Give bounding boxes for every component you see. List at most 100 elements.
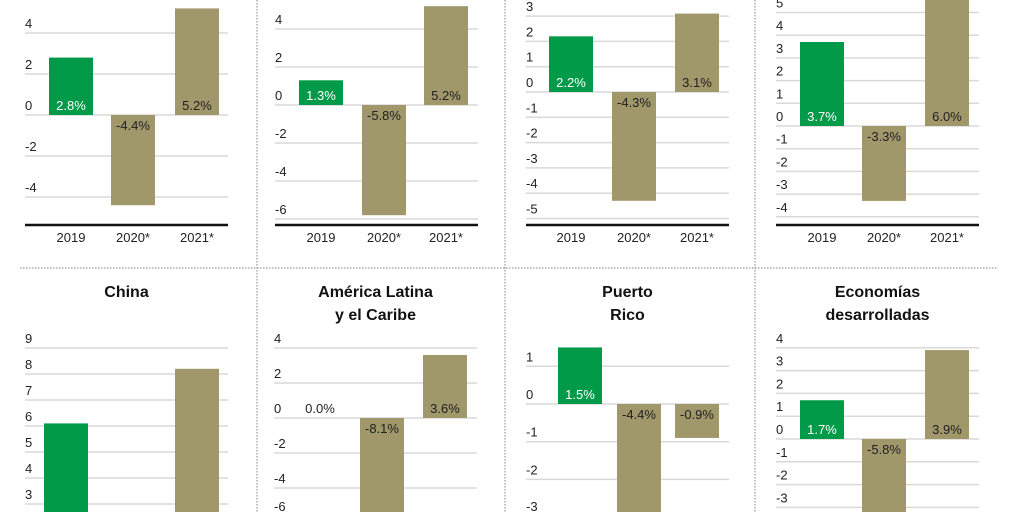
y-tick-label: -2 [776,468,788,483]
y-tick-label: -4 [274,471,286,486]
y-tick-label: -1 [526,425,538,440]
data-label: 3.6% [430,401,460,416]
y-tick-label: 1 [776,86,783,101]
x-tick-label: 2020* [867,230,901,245]
y-tick-label: -6 [275,202,287,217]
bar [675,404,719,438]
data-label: 2.2% [556,75,586,90]
data-label: -3.3% [867,129,901,144]
x-tick-label: 2019 [808,230,837,245]
y-tick-label: -1 [526,100,538,115]
bar [423,355,467,418]
data-label: -5.8% [867,442,901,457]
data-label: -0.9% [680,407,714,422]
bar [175,368,219,512]
y-tick-label: 1 [526,50,533,65]
data-label: -4.4% [622,407,656,422]
x-tick-label: 2020* [617,230,651,245]
y-tick-label: 4 [274,331,281,346]
data-label: -5.8% [367,108,401,123]
y-tick-label: 2 [275,50,282,65]
bar [549,36,593,92]
bar [800,400,844,439]
data-label: 5.2% [182,98,212,113]
y-tick-label: -5 [526,202,538,217]
y-tick-label: -3 [526,499,538,512]
data-label: 0.0% [305,401,335,416]
data-label: 3.9% [932,422,962,437]
bar [360,418,404,512]
y-tick-label: 4 [776,331,783,346]
bar [175,8,219,115]
bar [925,0,969,126]
bar [558,347,602,404]
x-tick-label: 2019 [307,230,336,245]
bar [44,423,88,512]
x-tick-label: 2021* [429,230,463,245]
bar [800,42,844,127]
y-tick-label: -3 [776,490,788,505]
y-tick-label: -4 [776,200,788,215]
y-tick-label: -6 [274,499,286,512]
bar [362,105,406,216]
bar [862,126,906,201]
bar [111,115,155,206]
data-label: -4.3% [617,95,651,110]
y-tick-label: 2 [776,376,783,391]
y-tick-label: 4 [776,18,783,33]
data-label: 3.1% [682,75,712,90]
y-tick-label: 0 [776,109,783,124]
data-label: 1.3% [306,88,336,103]
bar [617,404,661,512]
data-label: 6.0% [932,109,962,124]
y-tick-label: -1 [776,445,788,460]
y-tick-label: 3 [776,41,783,56]
y-tick-label: 2 [526,24,533,39]
y-tick-label: -2 [526,462,538,477]
y-tick-label: 4 [25,461,32,476]
chart-title: Economías [835,284,920,301]
x-tick-label: 2021* [680,230,714,245]
data-label: -4.4% [116,118,150,133]
data-label: 1.7% [807,422,837,437]
x-tick-label: 2019 [557,230,586,245]
y-tick-label: 8 [25,357,32,372]
y-tick-label: 0 [25,98,32,113]
y-tick-label: 4 [25,16,32,31]
x-tick-label: 2020* [116,230,150,245]
y-tick-label: -2 [274,436,286,451]
y-tick-label: 2 [776,64,783,79]
bar [925,350,969,439]
data-label: 1.5% [565,387,595,402]
y-tick-label: 0 [776,422,783,437]
bar [299,80,343,105]
y-tick-label: 5 [25,435,32,450]
data-label: 3.7% [807,109,837,124]
chart-title: Puerto [602,284,653,301]
y-tick-label: -2 [25,139,37,154]
data-label: 5.2% [431,88,461,103]
x-tick-label: 2020* [367,230,401,245]
y-tick-label: -3 [526,151,538,166]
y-tick-label: -4 [526,176,538,191]
y-tick-label: 1 [776,399,783,414]
bar [424,6,468,106]
bar [862,439,906,512]
y-tick-label: 6 [25,409,32,424]
chart-title: China [104,284,149,301]
y-tick-label: -2 [526,126,538,141]
bar [612,92,656,201]
y-tick-label: 3 [776,354,783,369]
chart-title: América Latina [318,284,433,301]
data-label: 2.8% [56,98,86,113]
y-tick-label: 2 [25,57,32,72]
y-tick-label: 1 [526,349,533,364]
bar [49,57,93,115]
y-tick-label: 7 [25,383,32,398]
chart-title: y el Caribe [335,307,416,324]
y-tick-label: -4 [275,164,287,179]
x-tick-label: 2021* [180,230,214,245]
y-tick-label: -3 [776,177,788,192]
x-tick-label: 2021* [930,230,964,245]
